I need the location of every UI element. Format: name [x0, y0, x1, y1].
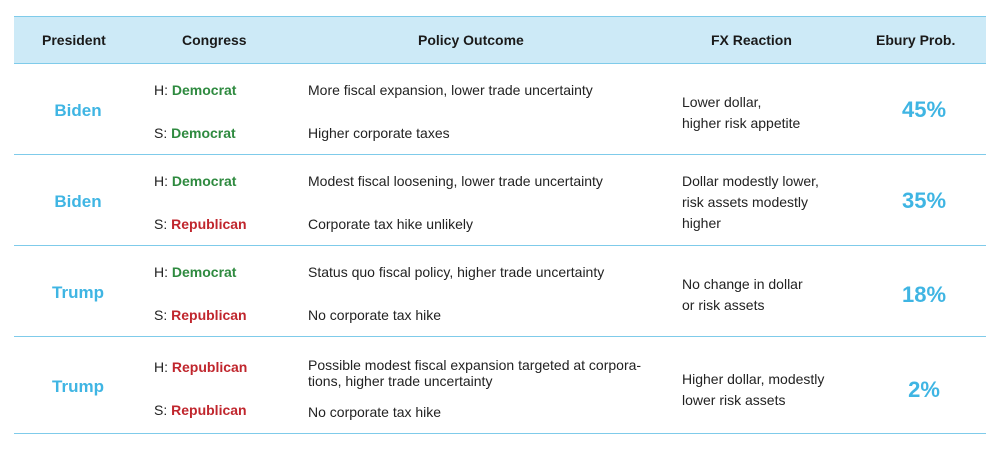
policy-line-1: Status quo fiscal policy, higher trade u… [308, 264, 605, 280]
house-party: Democrat [171, 173, 237, 189]
policy-line-1: Possible modest fiscal expansion targete… [308, 357, 642, 389]
header-fx-reaction: FX Reaction [711, 32, 792, 48]
senate-prefix: S: [154, 402, 168, 418]
president-cell: Biden [54, 101, 102, 120]
senate-cell: S: Republican [154, 402, 247, 418]
senate-cell: S: Republican [154, 307, 247, 323]
senate-party: Republican [171, 216, 247, 232]
house-cell: H: Democrat [154, 173, 236, 189]
fx-reaction: Higher dollar, modestly lower risk asset… [682, 371, 825, 408]
policy-line-1: More fiscal expansion, lower trade uncer… [308, 82, 593, 98]
senate-cell: S: Republican [154, 216, 247, 232]
house-cell: H: Democrat [154, 82, 236, 98]
president-cell: Biden [54, 192, 102, 211]
policy-line-1: Modest fiscal loosening, lower trade unc… [308, 173, 603, 189]
senate-prefix: S: [154, 125, 168, 141]
senate-party: Republican [171, 402, 247, 418]
house-party: Republican [171, 359, 248, 375]
house-cell: H: Republican [154, 359, 247, 375]
fx-reaction: Lower dollar, higher risk appetite [682, 94, 801, 131]
policy-line-2: Corporate tax hike unlikely [308, 216, 473, 232]
senate-party: Democrat [171, 125, 236, 141]
policy-line-2: No corporate tax hike [308, 307, 442, 323]
president-cell: Trump [52, 283, 104, 302]
senate-prefix: S: [154, 307, 168, 323]
table-row: Biden H: Democrat S: Democrat More fisca… [14, 64, 986, 155]
house-prefix: H: [154, 82, 168, 98]
probability: 18% [901, 282, 947, 307]
probability: 2% [908, 377, 940, 402]
senate-party: Republican [171, 307, 247, 323]
house-prefix: H: [154, 264, 168, 280]
president-cell: Trump [52, 377, 104, 396]
table-row: Trump H: Republican S: Republican Possib… [14, 337, 986, 434]
table-row: Biden H: Democrat S: Republican Modest f… [14, 155, 986, 246]
header-ebury-prob: Ebury Prob. [876, 32, 956, 48]
policy-line-2: No corporate tax hike [308, 404, 442, 420]
house-party: Democrat [171, 82, 237, 98]
header-president: President [42, 32, 106, 48]
fx-reaction: No change in dollar or risk assets [682, 276, 803, 313]
table-header: President Congress Policy Outcome FX Rea… [14, 16, 986, 64]
house-party: Democrat [171, 264, 237, 280]
senate-prefix: S: [154, 216, 168, 232]
policy-line-2: Higher corporate taxes [308, 125, 450, 141]
house-cell: H: Democrat [154, 264, 236, 280]
house-prefix: H: [154, 359, 168, 375]
scenario-table: President Congress Policy Outcome FX Rea… [14, 16, 986, 434]
header-congress: Congress [182, 32, 247, 48]
senate-cell: S: Democrat [154, 125, 236, 141]
table-row: Trump H: Democrat S: Republican Status q… [14, 246, 986, 337]
probability: 35% [901, 188, 947, 213]
fx-reaction: Dollar modestly lower, risk assets modes… [682, 173, 819, 231]
probability: 45% [901, 97, 947, 122]
house-prefix: H: [154, 173, 168, 189]
header-policy-outcome: Policy Outcome [418, 32, 524, 48]
